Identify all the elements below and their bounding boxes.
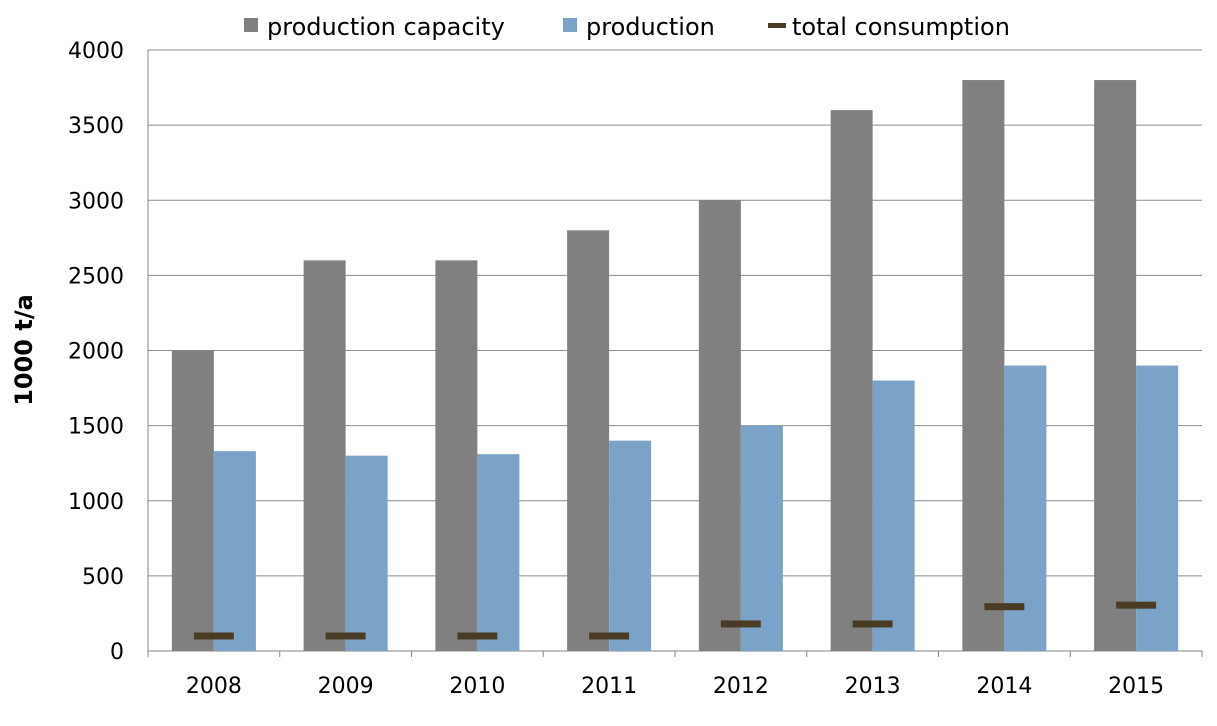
consumption-markers: [193, 601, 1157, 640]
marker-total-consumption-2009: [325, 632, 366, 640]
y-axis-label: 1000 t/a: [10, 294, 38, 406]
legend-swatch-production-capacity: [244, 18, 258, 32]
bar-production-capacity-2008: [171, 350, 214, 651]
marker-total-consumption-2014: [984, 603, 1025, 611]
y-tick-label: 3500: [68, 114, 124, 139]
axes: 0 500 1000 1500 2000 2500 3000 3500 4000 2008 2009…: [68, 39, 1203, 699]
marker-total-consumption-2008: [193, 632, 234, 640]
bar-production-capacity-2010: [435, 260, 478, 651]
y-tick-label: 4000: [68, 39, 124, 64]
bar-production-2013: [872, 380, 915, 651]
bar-production-2008: [213, 451, 256, 651]
y-tick-label: 1500: [68, 415, 124, 440]
y-tick-label: 2500: [68, 264, 124, 289]
legend-label-production-capacity: production capacity: [267, 13, 505, 41]
legend-swatch-production: [563, 18, 577, 32]
y-tick-label: 0: [110, 640, 124, 665]
bar-production-capacity-2009: [303, 260, 346, 651]
x-tick-label: 2012: [713, 674, 769, 699]
bar-production-capacity-2014: [962, 80, 1005, 652]
legend-label-total-consumption: total consumption: [792, 13, 1010, 41]
y-tick-label: 500: [82, 565, 124, 590]
bar-production-capacity-2015: [1094, 80, 1137, 652]
x-tick-label: 2015: [1108, 674, 1164, 699]
legend: production capacity production total con…: [244, 13, 1010, 41]
x-tick-label: 2008: [186, 674, 242, 699]
bar-production-2012: [740, 425, 783, 651]
legend-swatch-total-consumption: [768, 23, 786, 28]
bar-production-capacity-2011: [567, 230, 610, 652]
x-tick-label: 2010: [449, 674, 505, 699]
marker-total-consumption-2013: [852, 620, 893, 628]
x-tick-label: 2009: [318, 674, 374, 699]
bar-production-2009: [345, 455, 388, 651]
marker-total-consumption-2015: [1116, 601, 1157, 609]
bar-production-2010: [477, 454, 520, 651]
marker-total-consumption-2010: [457, 632, 498, 640]
marker-total-consumption-2012: [720, 620, 761, 628]
bar-production-2011: [609, 440, 652, 651]
x-tick-label: 2014: [976, 674, 1032, 699]
y-tick-label: 1000: [68, 490, 124, 515]
bar-production-capacity-2013: [830, 110, 873, 652]
x-tick-label: 2011: [581, 674, 637, 699]
y-tick-label: 2000: [68, 340, 124, 365]
legend-label-production: production: [586, 13, 715, 41]
x-tick-label: 2013: [845, 674, 901, 699]
marker-total-consumption-2011: [589, 632, 630, 640]
y-tick-label: 3000: [68, 189, 124, 214]
bars: [171, 80, 1179, 652]
bar-production-capacity-2012: [698, 200, 741, 651]
